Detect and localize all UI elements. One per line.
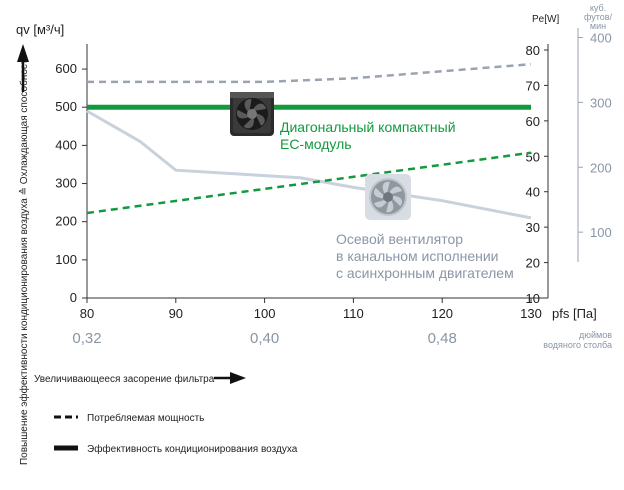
x-tick-label: 110 xyxy=(343,306,364,321)
x-inch-axis-title: дюймов xyxy=(579,330,612,340)
filter-clogging-label: Увеличивающееся засорение фильтра xyxy=(34,373,215,385)
x-inch-tick-label: 0,32 xyxy=(72,330,101,347)
x-tick-label: 120 xyxy=(431,306,453,321)
annotation-ec-module: Диагональный компактный EC-модуль xyxy=(280,119,459,152)
x-inch-tick-label: 0,48 xyxy=(428,330,457,347)
y-power-tick-label: 70 xyxy=(526,78,540,93)
x-inch-tick-label: 0,40 xyxy=(250,330,279,347)
y-left-axis-title: qv [м³/ч] xyxy=(16,22,64,37)
side-axis-label: Повышение эффективности кондиционировани… xyxy=(18,54,30,465)
y-power-tick-label: 20 xyxy=(526,256,540,271)
y-left-tick-label: 0 xyxy=(70,290,77,305)
series-line-1 xyxy=(87,62,532,84)
y-left-tick-label: 300 xyxy=(55,176,77,191)
y-left-tick-label: 400 xyxy=(55,137,77,152)
y-power-tick-label: 30 xyxy=(526,220,540,235)
side-arrow-head xyxy=(17,44,29,62)
y-left-tick-label: 600 xyxy=(55,61,77,76)
y-power-tick-label: 50 xyxy=(526,149,540,164)
y-power-tick-label: 60 xyxy=(526,114,540,129)
x-axis-title: pfs [Па] xyxy=(552,306,597,321)
annotation-ec-line-2: EC-модуль xyxy=(280,136,352,152)
y-left-tick-label: 200 xyxy=(55,214,77,229)
y-power-tick-label: 40 xyxy=(526,185,540,200)
y-cfm-axis-title: мин xyxy=(590,21,606,31)
ec-module-fan-icon xyxy=(230,92,274,136)
series-line-3 xyxy=(86,151,532,215)
x-tick-label: 130 xyxy=(520,306,542,321)
x-tick-label: 100 xyxy=(254,306,276,321)
annotation-axial-line-1: Осевой вентилятор xyxy=(336,231,463,247)
annotation-ec-line-1: Диагональный компактный xyxy=(280,119,456,135)
x-tick-label: 90 xyxy=(169,306,183,321)
legend-power-label: Потребляемая мощность xyxy=(87,412,204,424)
filter-arrow-head xyxy=(230,372,246,384)
y-power-tick-label: 80 xyxy=(526,43,540,58)
legend-efficiency-label: Эффективность кондиционирования воздуха xyxy=(87,443,298,455)
annotation-axial-line-3: с асинхронным двигателем xyxy=(336,265,514,281)
y-power-tick-label: 10 xyxy=(526,291,540,306)
x-inch-axis-title: водяного столба xyxy=(543,340,612,350)
y-cfm-tick-label: 400 xyxy=(590,31,612,46)
y-power-axis-title: Pe[W] xyxy=(532,14,559,25)
y-left-tick-label: 100 xyxy=(55,252,77,267)
x-tick-label: 80 xyxy=(80,306,94,321)
series-line-2 xyxy=(86,109,532,220)
y-cfm-tick-label: 200 xyxy=(590,160,612,175)
y-cfm-tick-label: 300 xyxy=(590,95,612,110)
annotation-axial-line-2: в канальном исполнении xyxy=(336,248,499,264)
y-left-tick-label: 500 xyxy=(55,99,77,114)
y-cfm-tick-label: 100 xyxy=(590,225,612,240)
annotation-axial-fan: Осевой вентилятор в канальном исполнении… xyxy=(336,231,514,281)
y-cfm-axis-title: футов/ xyxy=(584,12,613,22)
axial-fan-icon xyxy=(365,174,411,220)
y-cfm-axis-title: куб. xyxy=(590,3,606,13)
